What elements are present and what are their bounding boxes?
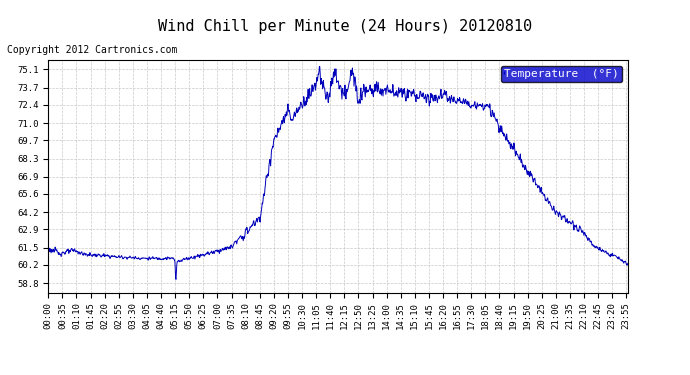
Legend: Temperature  (°F): Temperature (°F) [501, 66, 622, 82]
Text: Wind Chill per Minute (24 Hours) 20120810: Wind Chill per Minute (24 Hours) 2012081… [158, 19, 532, 34]
Text: Copyright 2012 Cartronics.com: Copyright 2012 Cartronics.com [7, 45, 177, 55]
